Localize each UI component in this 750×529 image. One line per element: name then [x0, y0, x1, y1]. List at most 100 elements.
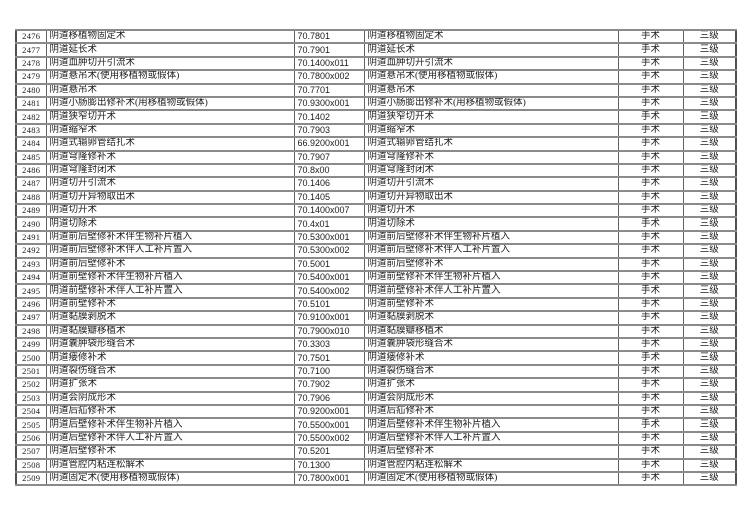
- procedure-name-mirror-cell: 阴道悬吊术(使用移植物或假体): [363, 69, 619, 85]
- category-cell: 手术: [617, 55, 684, 72]
- table-row: 2494 阴道前壁修补术伴生物补片植入 70.5400x001 阴道前壁修补术伴…: [15, 270, 737, 286]
- row-number-cell: 2488: [15, 189, 47, 206]
- category-cell: 手术: [617, 109, 684, 125]
- row-number-cell: 2481: [15, 95, 47, 112]
- procedure-name-mirror-cell: 阴道前后壁修补术伴人工补片置入: [363, 243, 619, 259]
- procedure-code-cell: 70.5300x002: [293, 243, 365, 259]
- procedure-name-mirror-cell: 阴道血肿切开引流术: [363, 55, 619, 72]
- level-cell: 三级: [682, 216, 737, 232]
- procedure-name-cell: 阴道前壁修补术: [45, 296, 295, 313]
- table-row: 2489 阴道切开术 70.1400x007 阴道切开术 手术 三级: [15, 203, 737, 219]
- procedure-name-cell: 阴道切开术: [45, 203, 295, 219]
- procedure-code-cell: 70.1402: [293, 109, 365, 125]
- category-cell: 手术: [617, 42, 684, 58]
- category-cell: 手术: [617, 470, 684, 487]
- category-cell: 手术: [617, 122, 684, 139]
- row-number-cell: 2478: [15, 55, 47, 72]
- row-number-cell: 2496: [15, 296, 47, 313]
- procedure-name-cell: 阴道后壁修补术伴生物补片植入: [45, 417, 295, 433]
- table-row: 2482 阴道狭窄切开术 70.1402 阴道狭窄切开术 手术 三级: [15, 109, 737, 125]
- table-row: 2495 阴道前壁修补术伴人工补片置入 70.5400x002 阴道前壁修补术伴…: [15, 283, 737, 299]
- table-row: 2483 阴道缩窄术 70.7903 阴道缩窄术 手术 三级: [15, 122, 737, 139]
- row-number-cell: 2483: [15, 122, 47, 139]
- row-number-cell: 2508: [15, 457, 47, 473]
- row-number-cell: 2482: [15, 109, 47, 125]
- procedure-name-mirror-cell: 阴道缩窄术: [363, 122, 619, 139]
- category-cell: 手术: [617, 363, 684, 380]
- table-row: 2485 阴道穹隆修补术 70.7907 阴道穹隆修补术 手术 三级: [15, 149, 737, 165]
- category-cell: 手术: [617, 69, 684, 85]
- procedure-name-cell: 阴道前后壁修补术: [45, 256, 295, 273]
- category-cell: 手术: [617, 270, 684, 286]
- category-cell: 手术: [617, 283, 684, 299]
- category-cell: 手术: [617, 162, 684, 179]
- category-cell: 手术: [617, 390, 684, 406]
- procedure-code-cell: 70.3303: [293, 336, 365, 353]
- level-cell: 三级: [682, 270, 737, 286]
- procedure-code-cell: 70.5500x001: [293, 417, 365, 433]
- procedure-name-mirror-cell: 阴道前壁修补术: [363, 296, 619, 313]
- table-row: 2504 阴道后疝修补术 70.9200x001 阴道后疝修补术 手术 三级: [15, 403, 737, 420]
- row-number-cell: 2476: [15, 28, 47, 45]
- row-number-cell: 2490: [15, 216, 47, 232]
- procedure-table-body: 2476 阴道移植物固定术 70.7801 阴道移植物固定术 手术 三级 247…: [15, 28, 737, 487]
- level-cell: 三级: [682, 176, 737, 192]
- procedure-name-mirror-cell: 阴道切除术: [363, 216, 619, 232]
- procedure-name-cell: 阴道会阴成形术: [45, 390, 295, 406]
- procedure-name-mirror-cell: 阴道狭窄切开术: [363, 109, 619, 125]
- level-cell: 三级: [682, 109, 737, 125]
- category-cell: 手术: [617, 417, 684, 433]
- row-number-cell: 2507: [15, 444, 47, 460]
- level-cell: 三级: [682, 229, 737, 246]
- table-row: 2499 阴道囊肿袋形缝合术 70.3303 阴道囊肿袋形缝合术 手术 三级: [15, 336, 737, 353]
- procedure-name-cell: 阴道囊肿袋形缝合术: [45, 336, 295, 353]
- category-cell: 手术: [617, 350, 684, 366]
- row-number-cell: 2491: [15, 229, 47, 246]
- level-cell: 三级: [682, 336, 737, 353]
- row-number-cell: 2477: [15, 42, 47, 58]
- row-number-cell: 2494: [15, 270, 47, 286]
- table-row: 2507 阴道后壁修补术 70.5201 阴道后壁修补术 手术 三级: [15, 444, 737, 460]
- procedure-name-mirror-cell: 阴道固定术(使用移植物或假体): [363, 470, 619, 487]
- table-row: 2503 阴道会阴成形术 70.7906 阴道会阴成形术 手术 三级: [15, 390, 737, 406]
- procedure-name-cell: 阴道缩窄术: [45, 122, 295, 139]
- category-cell: 手术: [617, 176, 684, 192]
- procedure-name-cell: 阴道悬吊术: [45, 82, 295, 98]
- level-cell: 三级: [682, 470, 737, 487]
- procedure-name-mirror-cell: 阴道穹隆修补术: [363, 149, 619, 165]
- table-row: 2477 阴道延长术 70.7901 阴道延长术 手术 三级: [15, 42, 737, 58]
- procedure-code-cell: 70.5400x001: [293, 270, 365, 286]
- procedure-name-mirror-cell: 阴道瘘修补术: [363, 350, 619, 366]
- procedure-name-mirror-cell: 阴道后壁修补术伴生物补片植入: [363, 417, 619, 433]
- table-row: 2506 阴道后壁修补术伴人工补片置入 70.5500x002 阴道后壁修补术伴…: [15, 430, 737, 447]
- level-cell: 三级: [682, 149, 737, 165]
- procedure-name-mirror-cell: 阴道小肠膨出修补术(用移植物或假体): [363, 95, 619, 112]
- table-row: 2502 阴道扩张术 70.7902 阴道扩张术 手术 三级: [15, 377, 737, 393]
- procedure-code-cell: 70.7903: [293, 122, 365, 139]
- procedure-name-mirror-cell: 阴道囊肿袋形缝合术: [363, 336, 619, 353]
- procedure-name-cell: 阴道狭窄切开术: [45, 109, 295, 125]
- row-number-cell: 2505: [15, 417, 47, 433]
- row-number-cell: 2485: [15, 149, 47, 165]
- category-cell: 手术: [617, 430, 684, 447]
- procedure-code-cell: 70.1400x011: [293, 55, 365, 72]
- procedure-name-mirror-cell: 阴道移植物固定术: [363, 28, 619, 45]
- row-number-cell: 2484: [15, 136, 47, 152]
- category-cell: 手术: [617, 403, 684, 420]
- table-row: 2498 阴道黏膜瓣移植术 70.7900x010 阴道黏膜瓣移植术 手术 三级: [15, 323, 737, 340]
- procedure-name-cell: 阴道移植物固定术: [45, 28, 295, 45]
- category-cell: 手术: [617, 136, 684, 152]
- category-cell: 手术: [617, 149, 684, 165]
- level-cell: 三级: [682, 69, 737, 85]
- level-cell: 三级: [682, 42, 737, 58]
- procedure-code-cell: 70.7902: [293, 377, 365, 393]
- procedure-code-cell: 70.9200x001: [293, 403, 365, 420]
- procedure-code-cell: 70.5300x001: [293, 229, 365, 246]
- table-row: 2501 阴道裂伤缝合术 70.7100 阴道裂伤缝合术 手术 三级: [15, 363, 737, 380]
- level-cell: 三级: [682, 122, 737, 139]
- level-cell: 三级: [682, 296, 737, 313]
- level-cell: 三级: [682, 430, 737, 447]
- row-number-cell: 2501: [15, 363, 47, 380]
- procedure-name-mirror-cell: 阴道裂伤缝合术: [363, 363, 619, 380]
- procedure-code-cell: 70.7800x002: [293, 69, 365, 85]
